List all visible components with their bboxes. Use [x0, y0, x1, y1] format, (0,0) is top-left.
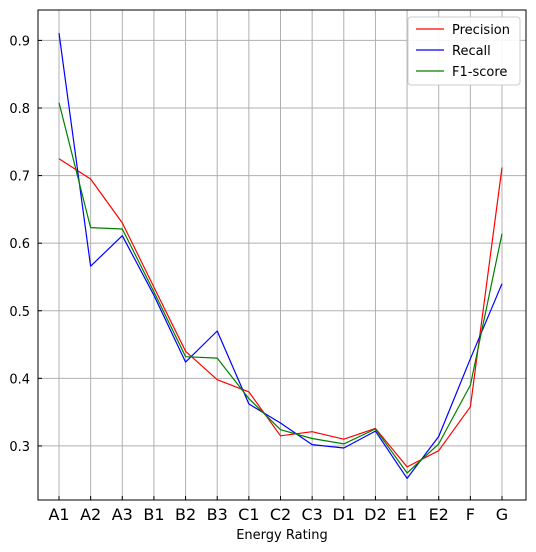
x-tick-label: E2: [429, 505, 449, 524]
x-tick-label: A2: [80, 505, 101, 524]
x-tick-label: F: [466, 505, 475, 524]
legend-box: [407, 16, 521, 86]
x-tick-label: A1: [48, 505, 69, 524]
x-tick-label: B3: [207, 505, 228, 524]
x-tick-label: B1: [143, 505, 164, 524]
y-tick-label: 0.8: [9, 102, 30, 117]
series-line-recall: [58, 32, 503, 479]
x-tick-label: A3: [112, 505, 133, 524]
legend-label: Recall: [452, 44, 491, 59]
plot-frame: [37, 9, 527, 501]
legend-label: Precision: [452, 23, 510, 38]
legend: Precision Recall F1-score: [407, 16, 521, 86]
legend-label: F1-score: [452, 65, 507, 80]
x-tick-label: E1: [397, 505, 417, 524]
y-tick-label: 0.3: [9, 440, 30, 455]
y-ticks: 0.3 0.4 0.5 0.6 0.7 0.8 0.9: [9, 34, 42, 455]
y-tick-label: 0.7: [9, 170, 30, 185]
x-ticks: A1 A2 A3 B1 B2 B3 C1 C2 C3 D1 D2 E1 E2 F G: [48, 496, 508, 524]
y-tick-label: 0.9: [9, 34, 30, 49]
series-lines: [58, 32, 503, 479]
x-tick-label: C2: [270, 505, 291, 524]
x-tick-label: C1: [238, 505, 259, 524]
x-tick-label: B2: [175, 505, 196, 524]
series-line-precision: [58, 158, 503, 468]
series-line-f1-score: [58, 102, 503, 474]
y-tick-label: 0.6: [9, 237, 30, 252]
y-tick-label: 0.4: [9, 372, 30, 387]
y-tick-label: 0.5: [9, 305, 30, 320]
x-tick-label: G: [496, 505, 508, 524]
x-tick-label: D1: [333, 505, 356, 524]
x-tick-label: C3: [301, 505, 322, 524]
x-tick-label: D2: [364, 505, 387, 524]
x-axis-label: Energy Rating: [236, 528, 328, 543]
